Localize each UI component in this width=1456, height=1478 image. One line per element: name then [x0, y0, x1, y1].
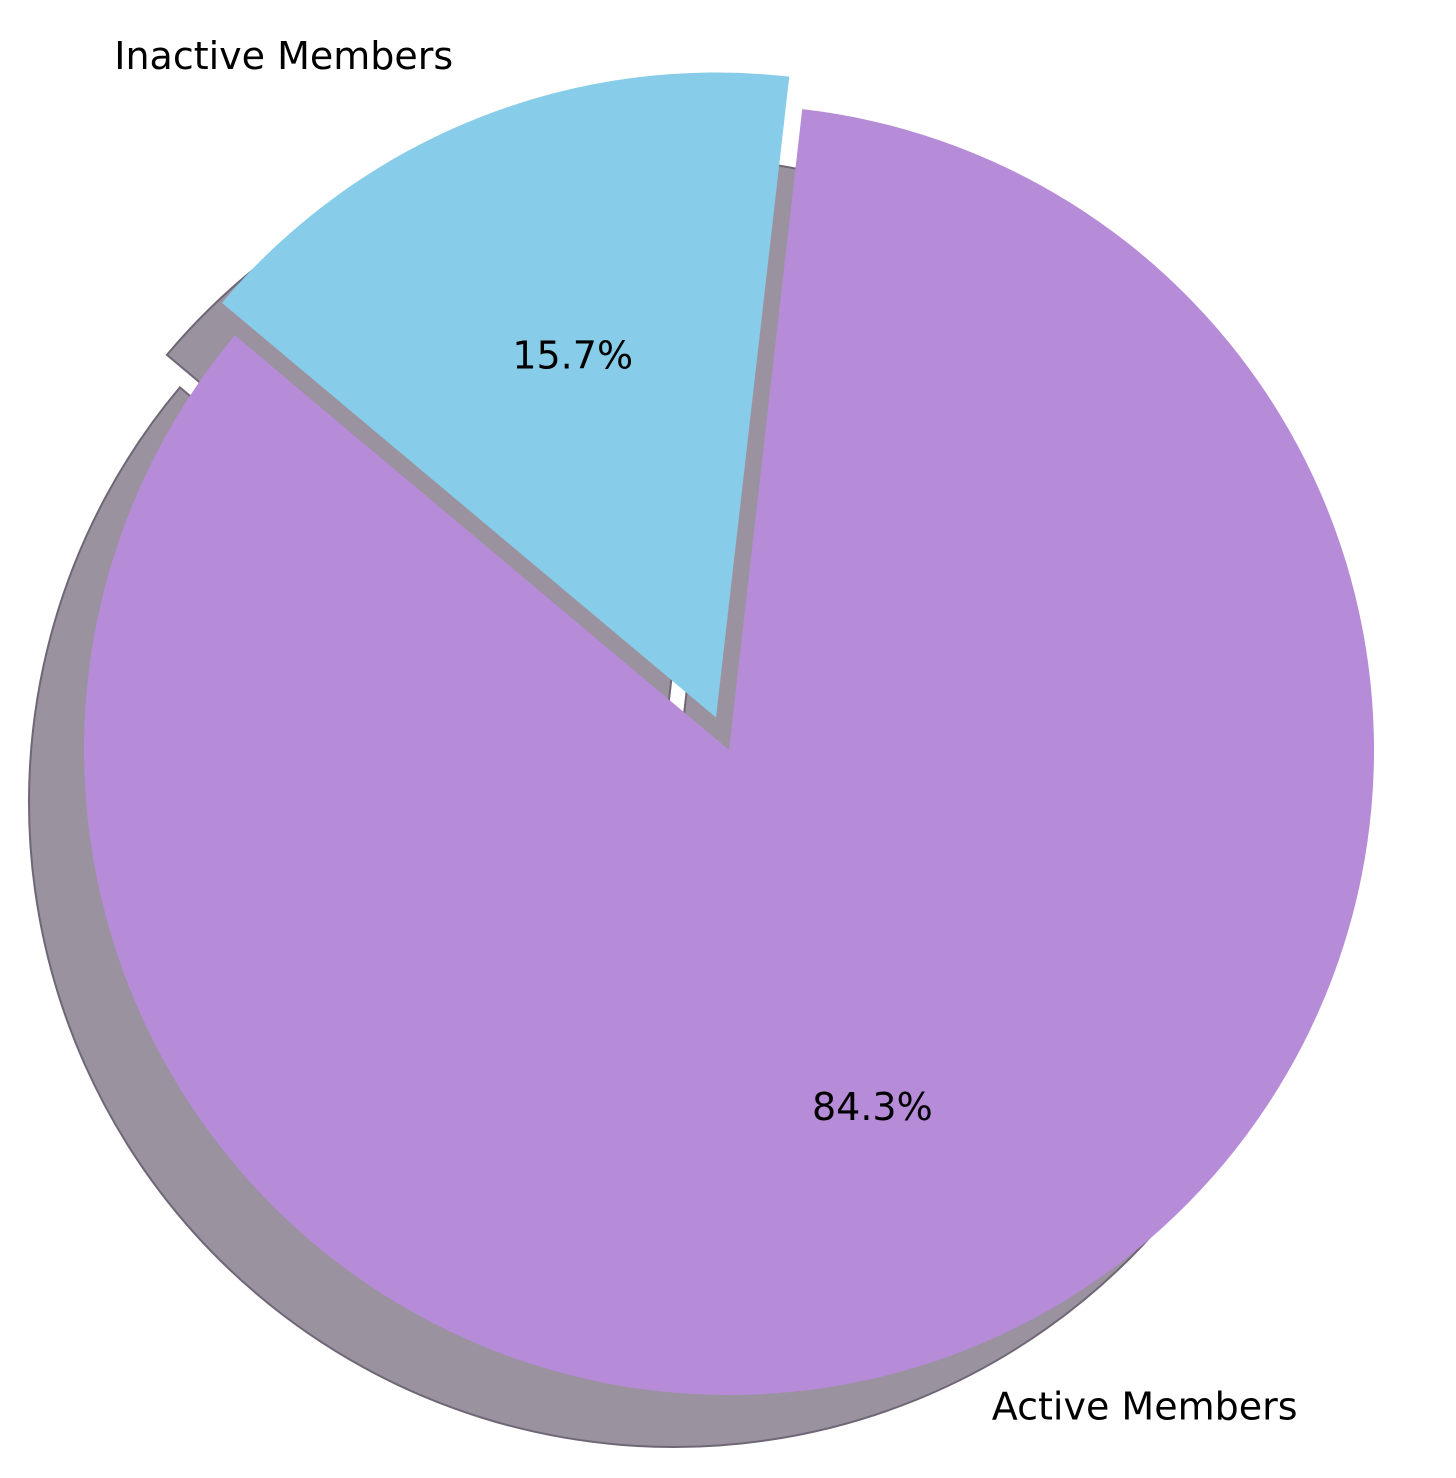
pie-category-label-inactive-members: Inactive Members [114, 34, 453, 78]
pie-pct-label-inactive-members: 15.7% [512, 334, 633, 378]
pie-label-layer: 15.7% Inactive Members 84.3% Active Members [114, 34, 1297, 1429]
pie-slice-layer [83, 72, 1375, 1396]
pie-slice-inactive-members [221, 72, 790, 718]
pie-category-label-active-members: Active Members [992, 1385, 1298, 1429]
pie-pct-label-active-members: 84.3% [812, 1085, 933, 1129]
pie-slice-active-members [83, 109, 1375, 1396]
